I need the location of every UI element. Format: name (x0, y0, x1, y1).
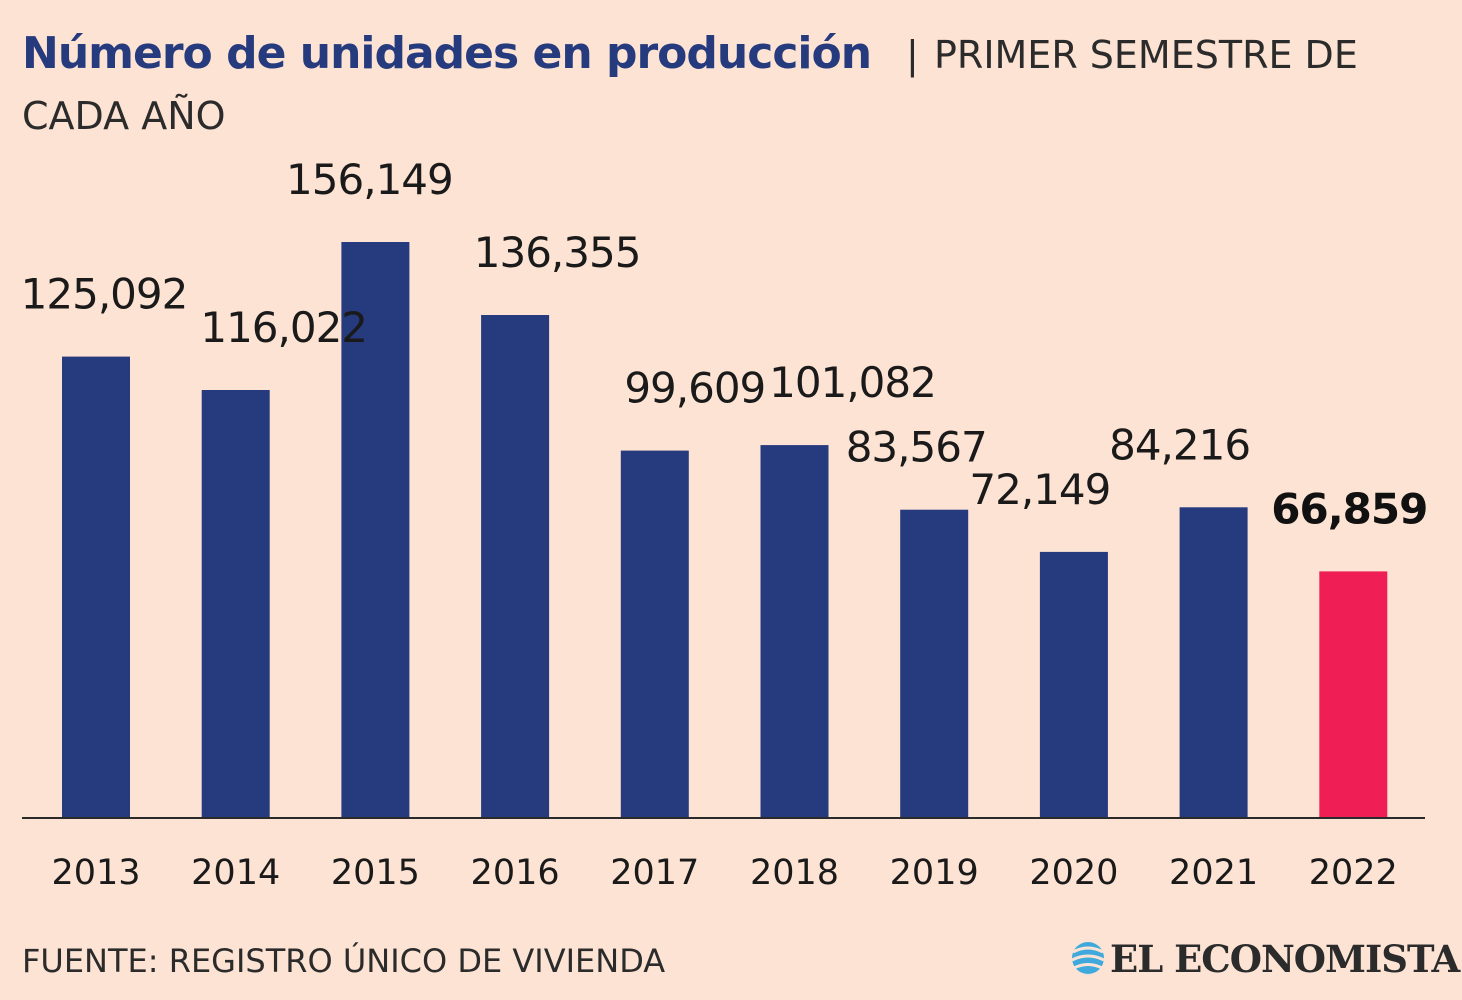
x-tick-label-2020: 2020 (1029, 853, 1118, 893)
x-tick-label-2014: 2014 (191, 853, 280, 893)
bar-2015 (341, 242, 410, 818)
chart-title: Número de unidades en producción (22, 28, 871, 79)
bars-group (62, 242, 1388, 818)
el-economista-globe-icon (1071, 942, 1105, 974)
brand-logo: EL ECONOMISTA (1071, 937, 1462, 981)
bar-2018 (760, 445, 829, 818)
bar-2022 (1319, 571, 1388, 818)
chart-subtitle-line1: PRIMER SEMESTRE DE (934, 33, 1358, 77)
value-label-2020: 72,149 (969, 465, 1110, 514)
bar-2017 (620, 450, 689, 818)
bar-2013 (62, 356, 130, 818)
value-label-2015: 156,149 (286, 155, 453, 204)
value-label-2016: 136,355 (474, 228, 641, 277)
value-label-2021: 84,216 (1109, 420, 1250, 469)
value-label-2019: 83,567 (846, 423, 987, 472)
value-label-2014: 116,022 (200, 303, 367, 352)
value-label-2018: 101,082 (769, 358, 936, 407)
x-tick-label-2016: 2016 (471, 853, 560, 893)
value-label-2022: 66,859 (1271, 484, 1427, 533)
x-tick-label-2019: 2019 (890, 853, 979, 893)
x-tick-label-2015: 2015 (331, 853, 420, 893)
bar-2016 (481, 315, 550, 818)
chart-subtitle-line2: CADA AÑO (22, 94, 226, 138)
value-label-2017: 99,609 (624, 364, 765, 413)
x-tick-label-2018: 2018 (750, 853, 839, 893)
bar-2020 (1039, 551, 1108, 818)
brand-name: EL ECONOMISTA (1110, 937, 1462, 981)
bar-2014 (201, 390, 270, 818)
bar-2019 (900, 509, 969, 818)
x-tick-label-2022: 2022 (1309, 853, 1398, 893)
title-separator: | (906, 33, 919, 78)
value-label-2013: 125,092 (21, 270, 188, 319)
x-axis-labels-group: 2013 2014 2015 2016 2017 2018 2019 2020 2021 2022 (51, 853, 1397, 893)
x-tick-label-2013: 2013 (51, 853, 140, 893)
bar-2021 (1179, 507, 1248, 818)
x-tick-label-2017: 2017 (610, 853, 699, 893)
x-tick-label-2021: 2021 (1169, 853, 1258, 893)
source-note: FUENTE: REGISTRO ÚNICO DE VIVIENDA (22, 941, 665, 980)
